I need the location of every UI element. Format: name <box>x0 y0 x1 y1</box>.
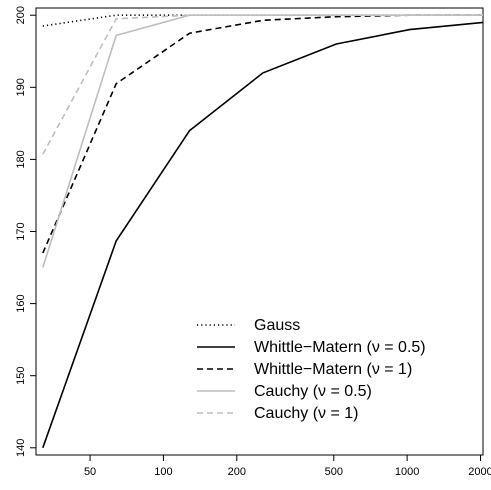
y-tick-label: 150 <box>15 367 27 385</box>
y-tick-label: 170 <box>15 222 27 240</box>
y-tick-label: 160 <box>15 294 27 312</box>
legend-label: Cauchy (ν = 0.5) <box>254 383 372 400</box>
series-line-4 <box>43 15 483 154</box>
legend-label: Whittle−Matern (ν = 1) <box>254 361 412 378</box>
x-tick-label: 500 <box>325 466 343 478</box>
series-line-2 <box>43 15 483 253</box>
y-tick-label: 180 <box>15 150 27 168</box>
legend-label: Gauss <box>254 317 300 334</box>
x-tick-label: 200 <box>228 466 246 478</box>
series-line-3 <box>43 15 483 267</box>
legend: Gauss Whittle−Matern (ν = 0.5) Whittle−Mat… <box>197 317 426 422</box>
legend-label: Cauchy (ν = 1) <box>254 405 358 422</box>
y-tick-label: 200 <box>15 6 27 24</box>
y-tick-label: 190 <box>15 78 27 96</box>
y-axis: 140 150 160 170 180 190 200 <box>15 6 36 457</box>
series-line-0 <box>43 15 483 26</box>
y-tick-label: 140 <box>15 439 27 457</box>
x-axis: 50 100 200 500 1000 2000 <box>84 455 491 478</box>
x-tick-label: 100 <box>154 466 172 478</box>
x-tick-label: 1000 <box>395 466 419 478</box>
legend-label: Whittle−Matern (ν = 0.5) <box>254 339 426 356</box>
x-tick-label: 50 <box>84 466 96 478</box>
x-tick-label: 2000 <box>468 466 491 478</box>
